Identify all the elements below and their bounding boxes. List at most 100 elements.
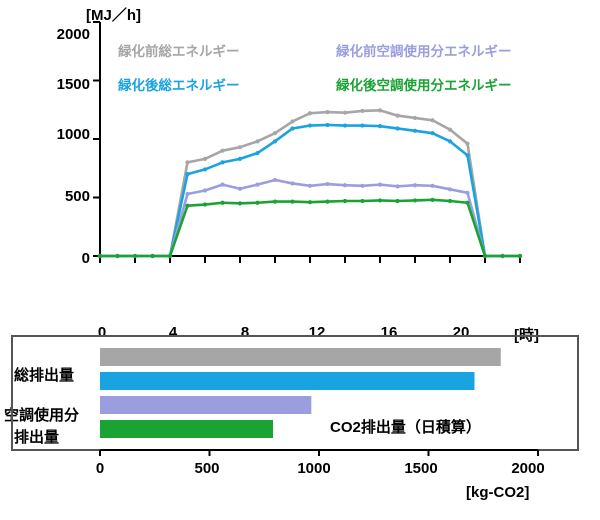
line-data-point (202, 156, 208, 161)
line-data-point (342, 123, 348, 128)
bar (100, 420, 274, 438)
line-data-point (255, 200, 260, 205)
line-series (100, 109, 520, 258)
line-data-point (360, 123, 365, 128)
line-data-point (325, 199, 330, 204)
line-data-point (272, 177, 278, 183)
line-data-point (290, 126, 295, 131)
line-data-point (272, 131, 278, 136)
y-axis-unit-label: [MJ／h] (86, 7, 141, 24)
line-data-point (237, 145, 243, 150)
bar (100, 348, 501, 366)
line-data-point (325, 109, 330, 115)
line-data-point (377, 124, 383, 129)
x-tick-8: 8 (240, 324, 250, 341)
line-data-point (447, 139, 453, 144)
line-data-point (430, 131, 435, 136)
line-data-point (272, 199, 278, 204)
y-tick-1000: 1000 (56, 126, 90, 143)
line-data-point (185, 160, 190, 165)
line-data-point (115, 253, 120, 259)
legend-before-total: 緑化前総エネルギー (118, 44, 240, 59)
line-data-point (482, 253, 488, 259)
line-data-point (395, 184, 400, 189)
line-series (100, 198, 520, 258)
bar (100, 396, 312, 414)
y-tick-1500: 1500 (56, 76, 90, 93)
line-data-point (307, 123, 313, 128)
line-data-point (447, 187, 453, 192)
line-data-point (377, 198, 383, 203)
bar-x-tick-2000: 2000 (511, 460, 545, 477)
line-data-point (237, 186, 243, 191)
line-data-point (377, 182, 383, 187)
line-data-point (167, 253, 173, 259)
line-data-point (255, 182, 260, 187)
x-tick-4: 4 (168, 324, 178, 341)
line-data-point (132, 253, 138, 259)
line-data-point (255, 150, 260, 156)
legend-before-ac: 緑化前空調使用分エネルギー (336, 44, 512, 59)
line-data-point (430, 197, 435, 202)
legend-after-ac: 緑化後空調使用分エネルギー (336, 78, 512, 93)
line-data-point (447, 198, 453, 204)
y-tick-2000: 2000 (56, 26, 90, 43)
line-data-point (202, 188, 208, 193)
line-data-point (290, 181, 295, 186)
bar-row-label-total: 総排出量 (14, 367, 75, 384)
y-tick-500: 500 (64, 188, 90, 205)
bar-plot-area (11, 335, 579, 456)
bar-x-tick-500: 500 (194, 460, 220, 477)
line-data-point (412, 183, 418, 188)
line-data-point (185, 203, 190, 208)
line-data-point (237, 156, 243, 161)
line-data-point (360, 183, 365, 188)
line-data-point (325, 181, 330, 187)
line-data-point (185, 191, 190, 197)
line-data-point (395, 126, 400, 131)
line-data-point (465, 153, 470, 158)
line-plot-area (93, 21, 523, 263)
line-data-point (360, 198, 365, 204)
bar-x-unit-label: [kg-CO2] (466, 484, 530, 501)
x-tick-0: 0 (97, 324, 107, 341)
bar-row-label-ac-2: 排出量 (14, 429, 60, 446)
line-data-point (272, 139, 278, 144)
line-data-point (377, 108, 383, 113)
line-data-point (220, 160, 225, 165)
line-data-point (185, 172, 190, 177)
line-data-point (430, 183, 435, 188)
line-data-point (430, 118, 435, 123)
line-data-point (500, 253, 505, 259)
line-data-point (360, 108, 365, 114)
line-data-point (465, 190, 470, 195)
line-data-point (395, 198, 400, 204)
line-data-point (325, 122, 330, 128)
line-data-point (255, 139, 260, 144)
line-data-point (150, 253, 155, 259)
legend-after-total: 緑化後総エネルギー (118, 78, 240, 93)
line-data-point (447, 127, 453, 132)
line-data-point (290, 119, 295, 124)
line-data-point (307, 200, 313, 205)
bar-row-label-ac-1: 空調使用分 (4, 407, 80, 424)
line-data-point (395, 113, 400, 118)
line-data-point (465, 141, 470, 146)
bar-chart-note: CO2排出量（日積算） (330, 419, 481, 436)
line-data-point (307, 183, 313, 188)
y-tick-0: 0 (81, 250, 90, 267)
line-data-point (220, 200, 225, 205)
line-data-point (97, 253, 103, 259)
line-data-point (342, 198, 348, 204)
line-data-point (412, 198, 418, 203)
line-data-point (412, 128, 418, 133)
line-data-point (517, 253, 523, 259)
bar-x-tick-1500: 1500 (404, 460, 438, 477)
line-data-point (342, 110, 348, 115)
line-data-point (342, 183, 348, 188)
line-data-point (220, 182, 225, 187)
line-data-point (307, 111, 313, 116)
bar (100, 372, 475, 390)
line-data-point (202, 167, 208, 172)
